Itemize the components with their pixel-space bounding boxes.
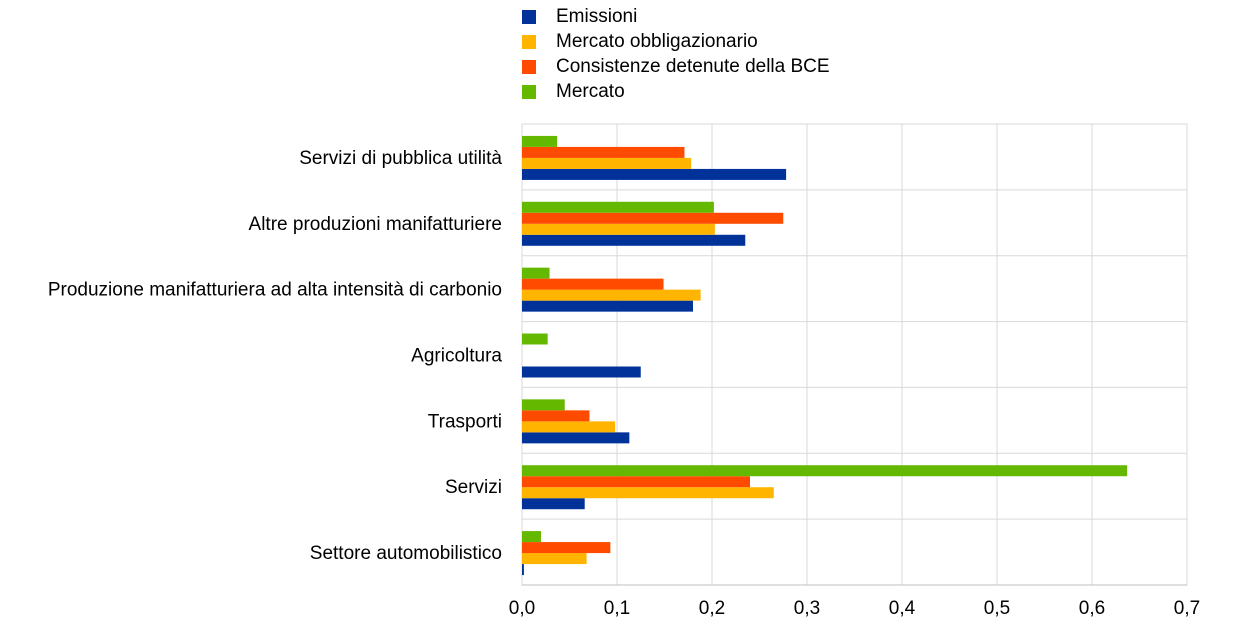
bar — [522, 487, 774, 499]
bar — [522, 201, 714, 213]
category-label: Servizi — [445, 477, 502, 498]
legend-item: Emissioni — [522, 4, 830, 29]
bar — [522, 421, 616, 433]
category-label: Altre produzioni manifatturiere — [249, 214, 502, 235]
bar — [522, 146, 685, 158]
x-tick-label: 0,2 — [699, 598, 725, 619]
bar — [522, 366, 641, 378]
bar — [522, 333, 548, 345]
legend-item: Mercato obbligazionario — [522, 29, 830, 54]
bar — [522, 267, 550, 279]
bar — [522, 432, 630, 444]
bar — [522, 399, 565, 411]
x-tick-label: 0,7 — [1174, 598, 1200, 619]
legend-item: Mercato — [522, 79, 830, 104]
legend-item: Consistenze detenute della BCE — [522, 54, 830, 79]
bar — [522, 223, 715, 235]
legend-label: Mercato obbligazionario — [556, 30, 758, 52]
category-label: Trasporti — [428, 411, 502, 432]
legend-label: Emissioni — [556, 5, 638, 27]
bar — [522, 278, 664, 290]
x-tick-label: 0,4 — [889, 598, 916, 619]
bar — [522, 234, 746, 246]
legend-swatch — [522, 84, 536, 99]
bar — [522, 157, 692, 169]
category-label: Produzione manifatturiera ad alta intens… — [48, 280, 502, 301]
category-label: Servizi di pubblica utilità — [299, 148, 502, 169]
bar — [522, 465, 1128, 477]
category-label: Settore automobilistico — [310, 543, 502, 564]
x-tick-label: 0,6 — [1079, 598, 1105, 619]
bar — [522, 300, 693, 312]
bar — [522, 168, 787, 180]
legend-swatch — [522, 34, 536, 49]
legend-swatch — [522, 59, 536, 74]
plot-area — [521, 123, 1188, 586]
bar — [522, 553, 587, 565]
legend-swatch — [522, 9, 536, 24]
bar — [522, 135, 558, 147]
legend-label: Consistenze detenute della BCE — [556, 55, 830, 77]
chart-legend: Emissioni Mercato obbligazionario Consiste… — [522, 4, 830, 104]
x-tick-label: 0,0 — [509, 598, 535, 619]
x-tick-label: 0,5 — [984, 598, 1010, 619]
category-label: Agricoltura — [411, 346, 502, 367]
bar — [522, 410, 590, 422]
x-tick-label: 0,3 — [794, 598, 820, 619]
bar — [522, 212, 784, 224]
x-tick-label: 0,1 — [604, 598, 630, 619]
bar — [522, 564, 524, 576]
bar — [522, 289, 701, 301]
bar — [522, 476, 750, 488]
bar — [522, 531, 541, 543]
legend-label: Mercato — [556, 80, 625, 102]
bar — [522, 542, 611, 554]
bar — [522, 498, 585, 510]
